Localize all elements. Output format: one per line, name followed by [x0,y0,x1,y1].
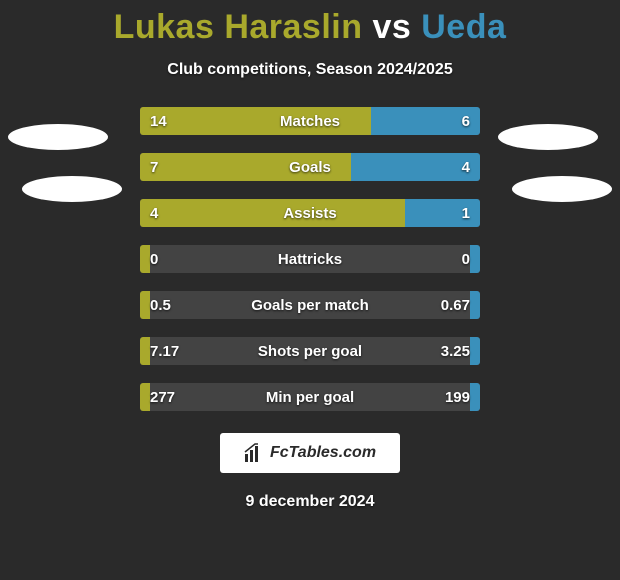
player2-badge-1 [498,124,598,150]
logo-text: FcTables.com [270,444,376,462]
stats-container: 146Matches 74Goals 41Assists 00Hattricks 0.5… [140,107,480,411]
stat-label: Goals per match [140,291,480,319]
stat-label: Matches [140,107,480,135]
stat-label: Assists [140,199,480,227]
stat-row: 146Matches [140,107,480,135]
stat-label: Hattricks [140,245,480,273]
date-label: 9 december 2024 [0,493,620,511]
player1-badge-2 [22,176,122,202]
stat-row: 74Goals [140,153,480,181]
stat-row: 0.50.67Goals per match [140,291,480,319]
vs-label: vs [372,8,411,46]
stat-label: Min per goal [140,383,480,411]
player2-badge-2 [512,176,612,202]
source-logo: FcTables.com [220,433,400,473]
stat-row: 41Assists [140,199,480,227]
stat-label: Shots per goal [140,337,480,365]
comparison-title: Lukas Haraslin vs Ueda [0,0,620,47]
stat-label: Goals [140,153,480,181]
bar-chart-icon [244,443,266,463]
stat-row: 7.173.25Shots per goal [140,337,480,365]
stat-row: 00Hattricks [140,245,480,273]
player1-name: Lukas Haraslin [114,8,363,46]
subtitle: Club competitions, Season 2024/2025 [0,61,620,79]
player1-badge-1 [8,124,108,150]
stat-row: 277199Min per goal [140,383,480,411]
player2-name: Ueda [421,8,506,46]
